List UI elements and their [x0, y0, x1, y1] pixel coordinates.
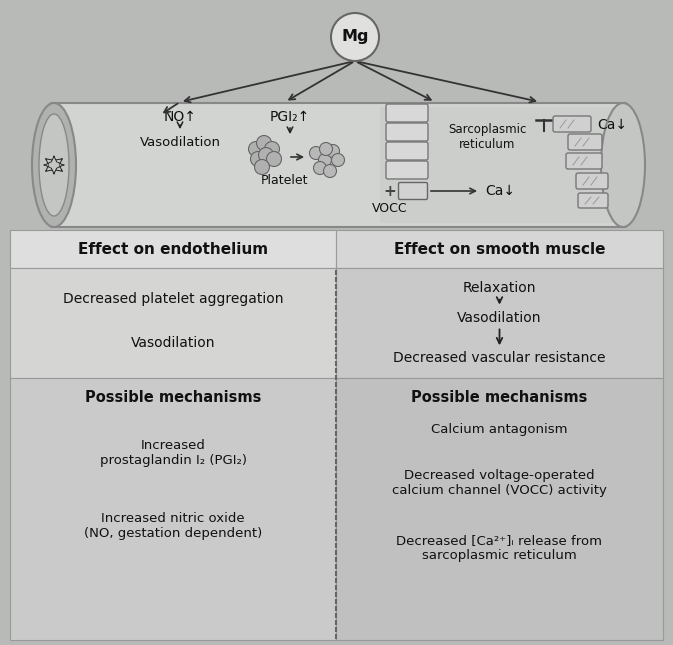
FancyBboxPatch shape	[386, 104, 428, 122]
Text: Effect on endothelium: Effect on endothelium	[78, 241, 268, 257]
Text: Relaxation: Relaxation	[463, 281, 536, 295]
FancyBboxPatch shape	[568, 134, 602, 150]
Circle shape	[332, 154, 345, 166]
Ellipse shape	[32, 103, 76, 227]
FancyBboxPatch shape	[576, 173, 608, 189]
Circle shape	[264, 141, 279, 157]
Circle shape	[324, 164, 336, 177]
Text: Decreased voltage-operated
calcium channel (VOCC) activity: Decreased voltage-operated calcium chann…	[392, 469, 607, 497]
Text: Platelet: Platelet	[261, 174, 309, 186]
Bar	[336, 268, 663, 378]
Bar	[10, 378, 336, 640]
Bar	[10, 230, 336, 268]
Text: Vasodilation: Vasodilation	[457, 310, 542, 324]
Text: Possible mechanisms: Possible mechanisms	[411, 390, 588, 406]
Text: Increased
prostaglandin I₂ (PGI₂): Increased prostaglandin I₂ (PGI₂)	[100, 439, 246, 467]
FancyBboxPatch shape	[386, 161, 428, 179]
FancyBboxPatch shape	[566, 153, 602, 169]
Text: Calcium antagonism: Calcium antagonism	[431, 424, 568, 437]
FancyBboxPatch shape	[386, 142, 428, 160]
Bar	[336, 230, 663, 268]
Circle shape	[267, 152, 281, 166]
Text: Decreased [Ca²⁺]ᵢ release from
sarcoplasmic reticulum: Decreased [Ca²⁺]ᵢ release from sarcoplas…	[396, 534, 602, 562]
Text: +: +	[384, 183, 396, 199]
FancyBboxPatch shape	[553, 116, 591, 132]
FancyBboxPatch shape	[398, 183, 427, 199]
Circle shape	[254, 159, 269, 175]
Text: Vasodilation: Vasodilation	[131, 336, 215, 350]
Circle shape	[314, 161, 326, 175]
Text: Decreased platelet aggregation: Decreased platelet aggregation	[63, 292, 283, 306]
Text: Mg: Mg	[341, 30, 369, 45]
Text: Vasodilation: Vasodilation	[139, 137, 221, 150]
Text: Effect on smooth muscle: Effect on smooth muscle	[394, 241, 605, 257]
Text: Sarcoplasmic
reticulum: Sarcoplasmic reticulum	[448, 123, 526, 151]
Circle shape	[258, 148, 273, 163]
FancyBboxPatch shape	[386, 123, 428, 141]
Bar	[336, 378, 663, 640]
Circle shape	[310, 146, 322, 159]
Circle shape	[320, 143, 332, 155]
Circle shape	[326, 144, 339, 157]
Circle shape	[248, 141, 264, 157]
Bar	[380, 107, 620, 223]
FancyBboxPatch shape	[578, 193, 608, 208]
FancyBboxPatch shape	[50, 103, 627, 227]
Text: VOCC: VOCC	[372, 203, 408, 215]
Text: NO↑: NO↑	[164, 110, 197, 124]
Circle shape	[250, 152, 266, 166]
Text: Decreased vascular resistance: Decreased vascular resistance	[393, 351, 606, 365]
Circle shape	[318, 154, 332, 166]
Ellipse shape	[39, 114, 69, 216]
Text: Increased nitric oxide
(NO, gestation dependent): Increased nitric oxide (NO, gestation de…	[84, 512, 262, 540]
Ellipse shape	[601, 103, 645, 227]
Text: Ca↓: Ca↓	[485, 184, 515, 198]
Bar	[10, 268, 336, 378]
Circle shape	[331, 13, 379, 61]
Text: PGI₂↑: PGI₂↑	[270, 110, 310, 124]
Circle shape	[256, 135, 271, 150]
Text: Possible mechanisms: Possible mechanisms	[85, 390, 261, 406]
Text: Ca↓: Ca↓	[597, 118, 627, 132]
